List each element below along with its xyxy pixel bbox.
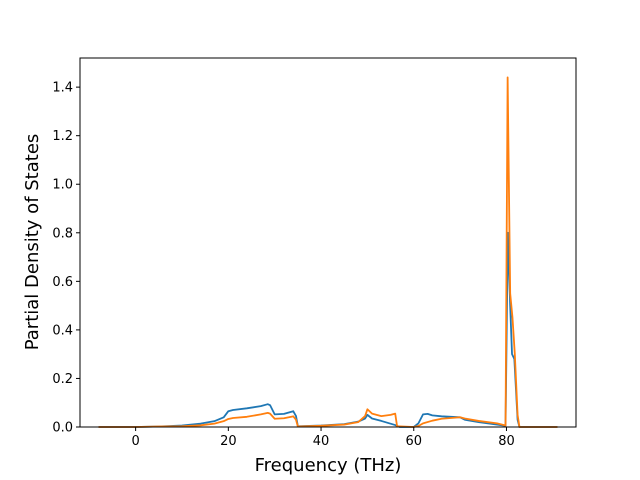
y-tick-label: 0.4 [52, 323, 73, 338]
y-tick-label: 0.2 [52, 372, 73, 387]
series-line-2 [98, 76, 558, 428]
y-axis-label: Partial Density of States [22, 134, 43, 351]
y-tick-label: 0.0 [52, 421, 73, 436]
plot-area [80, 58, 576, 427]
y-tick-label: 1.4 [52, 81, 73, 96]
x-tick-label: 40 [313, 434, 330, 449]
y-tick-label: 0.6 [52, 275, 73, 290]
y-tick-label: 0.8 [52, 226, 73, 241]
x-tick-label: 20 [220, 434, 237, 449]
x-tick-label: 60 [405, 434, 422, 449]
y-tick-label: 1.0 [52, 178, 73, 193]
y-tick-label: 1.2 [52, 129, 73, 144]
x-axis-label: Frequency (THz) [255, 455, 402, 476]
y-axis-ticks: 0.0 0.2 0.4 0.6 0.8 1.0 1.2 1.4 [52, 81, 80, 436]
x-axis-ticks: 0 20 40 60 80 [131, 427, 515, 449]
plot-frame [79, 57, 577, 428]
series-layer [98, 76, 558, 428]
x-tick-label: 0 [131, 434, 139, 449]
x-tick-label: 80 [498, 434, 515, 449]
